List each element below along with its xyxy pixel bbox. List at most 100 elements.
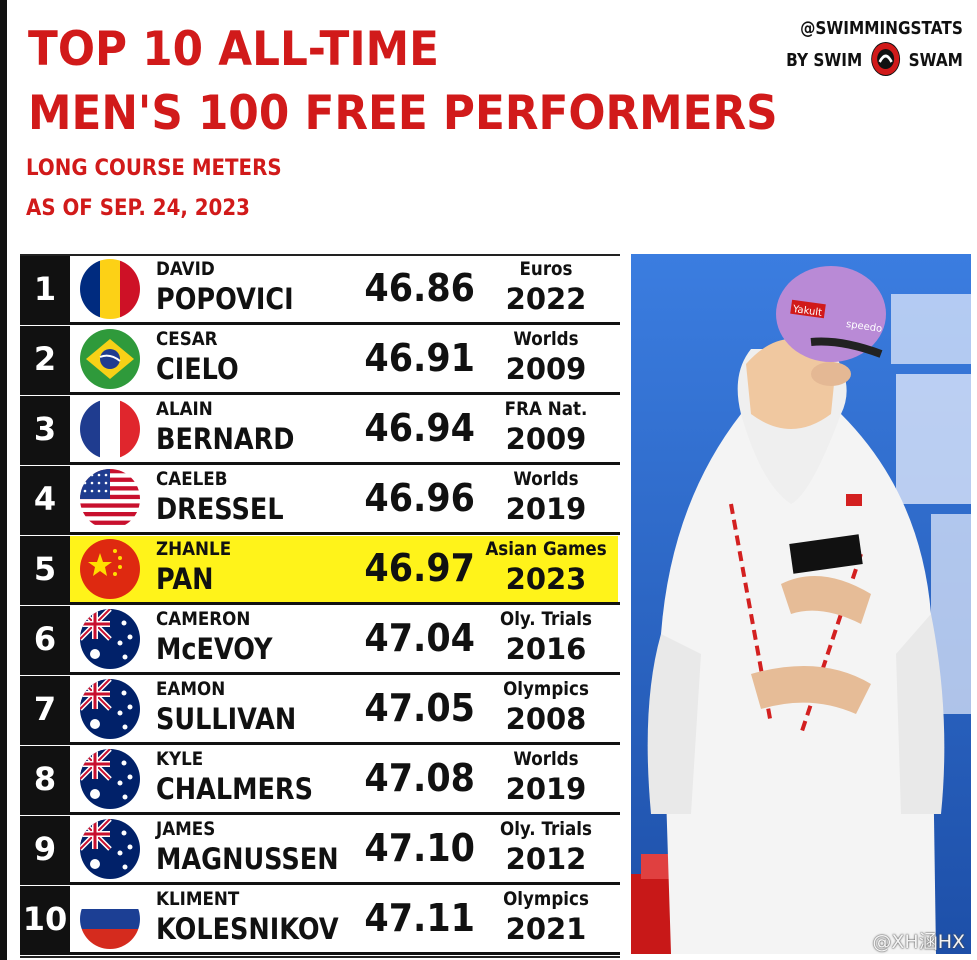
rank-number: 9 [20,816,70,882]
swim-time: 46.86 [364,266,475,310]
cap-sponsor-text: Yakult [791,304,823,319]
rank-number: 7 [20,676,70,742]
row-body: KYLE CHALMERS 47.08 Worlds 2019 [70,746,618,812]
meet-year: 2022 [505,282,587,316]
meet-year: 2023 [505,562,587,596]
row-body: CAELEB DRESSEL 46.96 Worlds 2019 [70,466,618,532]
swimmer-last-name: PAN [156,562,214,596]
swimmer-last-name: MAGNUSSEN [156,842,339,876]
swim-time: 47.10 [364,826,475,870]
swimmer-last-name: POPOVICI [156,282,294,316]
swimmer-first-name: CESAR [156,328,218,350]
meet-year: 2021 [505,912,587,946]
page-title: TOP 10 ALL-TIME MEN'S 100 FREE PERFORMER… [28,18,778,146]
swimmer-first-name: ALAIN [156,398,213,420]
brand-handle: @SWIMMINGSTATS [800,18,963,39]
ranking-row: 3 ALAIN BERNARD 46.94 FRA Nat. 2009 [20,396,620,465]
meet-year: 2016 [505,632,587,666]
swimmer-first-name: JAMES [156,818,216,840]
australia-flag-icon [80,749,140,809]
swim-time: 47.08 [364,756,475,800]
meet-name: Asian Games [485,538,607,560]
title-line-1: TOP 10 ALL-TIME [28,22,439,77]
title-line-2: MEN'S 100 FREE PERFORMERS [28,86,778,141]
meet-name: Oly. Trials [499,818,592,840]
brand-name: BY SWIM SWAM [786,42,963,78]
ranking-row: 7 EAMON SULLIVAN 47.05 Olympics 2008 [20,676,620,745]
rank-number: 3 [20,396,70,462]
row-body: CAMERON McEVOY 47.04 Oly. Trials 2016 [70,606,618,672]
meet-name: Olympics [503,888,589,910]
australia-flag-icon [80,609,140,669]
swimmer-last-name: CIELO [156,352,239,386]
subtitle-course: LONG COURSE METERS [26,156,282,181]
rankings-table: 1 DAVID POPOVICI 46.86 Euros 2022 2 CESAR CIELO 4… [20,254,620,958]
meet-year: 2008 [505,702,587,736]
row-body: KLIMENT KOLESNIKOV 47.11 Olympics 2021 [70,886,618,952]
meet-name: Worlds [513,328,579,350]
russia-flag-icon [80,889,140,949]
usa-flag-icon [80,469,140,529]
swim-time: 46.97 [364,546,475,590]
meet-year: 2012 [505,842,587,876]
swimmer-first-name: CAMERON [156,608,251,630]
swimmer-last-name: CHALMERS [156,772,313,806]
ranking-row: 2 CESAR CIELO 46.91 Worlds 2009 [20,326,620,395]
meet-year: 2019 [505,772,587,806]
meet-year: 2009 [505,422,587,456]
brand-swam: SWAM [908,50,963,71]
swimmer-last-name: BERNARD [156,422,295,456]
australia-flag-icon [80,679,140,739]
ranking-row: 8 KYLE CHALMERS 47.08 Worlds 2019 [20,746,620,815]
rank-number: 5 [20,536,70,602]
row-body: ZHANLE PAN 46.97 Asian Games 2023 [70,536,618,602]
swimmer-last-name: KOLESNIKOV [156,912,339,946]
rank-number: 1 [20,256,70,322]
ranking-row: 1 DAVID POPOVICI 46.86 Euros 2022 [20,256,620,325]
swimmer-first-name: ZHANLE [156,538,232,560]
row-body: EAMON SULLIVAN 47.05 Olympics 2008 [70,676,618,742]
swimmer-first-name: CAELEB [156,468,228,490]
swimmer-illustration: Yakult speedo [631,254,971,954]
meet-year: 2009 [505,352,587,386]
swimmer-first-name: EAMON [156,678,226,700]
ranking-row: 10 KLIMENT KOLESNIKOV 47.11 Olympics 2021 [20,886,620,955]
subtitle-date: AS OF SEP. 24, 2023 [26,196,250,221]
rank-number: 2 [20,326,70,392]
rank-number: 8 [20,746,70,812]
meet-name: FRA Nat. [504,398,588,420]
swimmer-first-name: KLIMENT [156,888,240,910]
row-body: ALAIN BERNARD 46.94 FRA Nat. 2009 [70,396,618,462]
france-flag-icon [80,399,140,459]
swim-time: 47.04 [364,616,475,660]
swim-time: 46.91 [364,336,475,380]
swim-time: 47.05 [364,686,475,730]
meet-name: Worlds [513,748,579,770]
row-body: JAMES MAGNUSSEN 47.10 Oly. Trials 2012 [70,816,618,882]
swim-time: 46.96 [364,476,475,520]
rank-number: 6 [20,606,70,672]
swimmer-first-name: DAVID [156,258,215,280]
romania-flag-icon [80,259,140,319]
meet-name: Worlds [513,468,579,490]
swim-time: 46.94 [364,406,475,450]
brazil-flag-icon [80,329,140,389]
swim-time: 47.11 [364,896,475,940]
swimswam-logo-icon [871,42,900,76]
swimmer-first-name: KYLE [156,748,204,770]
ranking-row: 5 ZHANLE PAN 46.97 Asian Games 2023 [20,536,620,605]
meet-name: Oly. Trials [499,608,592,630]
rank-number: 10 [20,886,70,952]
left-edge-bar [0,0,7,960]
row-body: DAVID POPOVICI 46.86 Euros 2022 [70,256,618,322]
meet-year: 2019 [505,492,587,526]
cap-brand-text: speedo [845,319,883,335]
swimmer-photo: Yakult speedo [631,254,971,954]
australia-flag-icon [80,819,140,879]
row-body: CESAR CIELO 46.91 Worlds 2009 [70,326,618,392]
china-flag-icon [80,539,140,599]
ranking-row: 4 CAELEB DRESSEL 46.96 Worlds 2019 [20,466,620,535]
brand-block: @SWIMMINGSTATS BY SWIM SWAM [786,14,963,78]
swimmer-last-name: SULLIVAN [156,702,297,736]
meet-name: Olympics [503,678,589,700]
